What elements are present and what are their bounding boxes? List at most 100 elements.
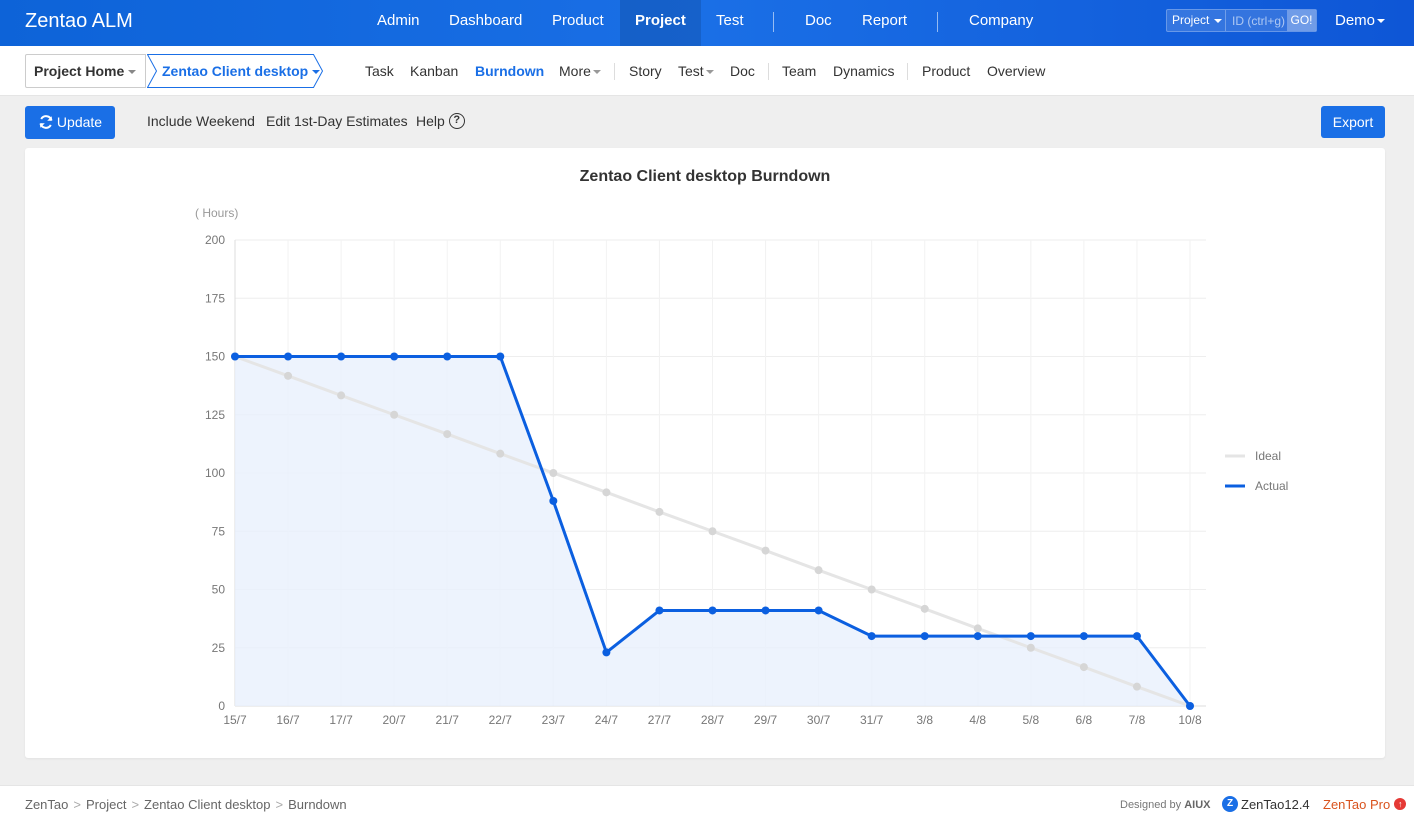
ideal-point — [549, 469, 558, 477]
x-tick-label: 7/8 — [1129, 713, 1146, 727]
project-home-dropdown[interactable]: Project Home — [25, 54, 146, 88]
nav-product[interactable]: Product — [552, 12, 604, 29]
subnav-doc[interactable]: Doc — [730, 63, 755, 79]
x-tick-label: 27/7 — [648, 713, 672, 727]
user-menu[interactable]: Demo — [1335, 0, 1386, 46]
search-input[interactable] — [1227, 10, 1288, 31]
y-tick-label: 200 — [205, 233, 225, 247]
nav-project[interactable]: Project — [620, 0, 701, 46]
user-name: Demo — [1335, 12, 1376, 29]
subnav-divider — [614, 63, 615, 80]
subnav-overview[interactable]: Overview — [987, 63, 1046, 79]
chart-title: Zentao Client desktop Burndown — [580, 168, 831, 185]
ideal-point — [1079, 663, 1088, 672]
ideal-point — [814, 566, 823, 575]
ideal-point — [761, 546, 770, 555]
x-tick-label: 20/7 — [382, 713, 406, 727]
nav-report[interactable]: Report — [862, 12, 908, 29]
ideal-point — [496, 449, 505, 458]
subnav-test[interactable]: Test — [678, 46, 714, 96]
actual-point — [1132, 632, 1141, 641]
nav-doc[interactable]: Doc — [805, 12, 832, 29]
subnav-story[interactable]: Story — [629, 63, 662, 79]
breadcrumb-arrow-shape — [147, 54, 323, 88]
subnav-divider — [907, 63, 908, 80]
edit-estimates-link[interactable]: Edit 1st-Day Estimates — [266, 113, 408, 129]
chevron-down-icon — [1377, 19, 1386, 24]
update-button[interactable]: Update — [25, 106, 115, 139]
actual-point — [814, 606, 823, 615]
y-tick-label: 175 — [205, 291, 225, 305]
breadcrumb-zentao[interactable]: ZenTao — [25, 797, 69, 812]
x-tick-label: 3/8 — [916, 713, 933, 727]
help-link[interactable]: Help? — [416, 106, 465, 139]
designed-by-label: Designed by — [1120, 799, 1182, 811]
x-tick-label: 30/7 — [807, 713, 831, 727]
project-subnav: Project Home Zentao Client desktop Task … — [0, 46, 1414, 96]
ideal-point — [337, 391, 346, 400]
zentao-pro-link[interactable]: ZenTao Pro ↑ — [1323, 786, 1407, 817]
subnav-test-label: Test — [678, 63, 704, 79]
legend-label: Ideal — [1255, 449, 1281, 463]
designer-name[interactable]: AIUX — [1184, 799, 1211, 811]
actual-point — [708, 606, 717, 615]
actual-point — [867, 632, 876, 641]
chevron-down-icon — [312, 70, 321, 75]
ideal-point — [867, 585, 876, 594]
project-selector[interactable]: Zentao Client desktop — [147, 54, 323, 88]
chevron-down-icon — [1214, 18, 1223, 23]
zentao-logo-icon: Z — [1222, 796, 1238, 813]
project-name-label: Zentao Client desktop — [162, 63, 309, 79]
refresh-icon — [39, 115, 53, 130]
chart-series — [231, 352, 1194, 710]
chart-legend: Ideal Actual — [1225, 449, 1288, 493]
burndown-chart: Zentao Client desktop Burndown ( Hours) … — [195, 168, 1288, 727]
subnav-dynamics[interactable]: Dynamics — [833, 63, 895, 79]
nav-company[interactable]: Company — [969, 12, 1034, 29]
include-weekend-link[interactable]: Include Weekend — [147, 113, 255, 129]
actual-point — [231, 352, 239, 361]
actual-point — [443, 352, 452, 361]
breadcrumb-project[interactable]: Project — [85, 797, 127, 812]
brand-logo[interactable]: Zentao ALM — [25, 10, 133, 32]
nav-test[interactable]: Test — [716, 12, 744, 29]
nav-divider — [937, 12, 938, 32]
question-circle-icon: ? — [448, 112, 465, 129]
footer-breadcrumb: ZenTao > Project > Zentao Client desktop > Bur… — [25, 786, 347, 817]
chevron-down-icon — [592, 70, 601, 75]
breadcrumb-separator: > — [73, 797, 81, 812]
y-tick-label: 25 — [212, 641, 226, 655]
actual-point — [920, 632, 929, 641]
footer: ZenTao > Project > Zentao Client desktop > Bur… — [0, 785, 1414, 817]
breadcrumb-project-name[interactable]: Zentao Client desktop — [144, 797, 271, 812]
update-label: Update — [56, 114, 103, 130]
x-tick-label: 4/8 — [969, 713, 986, 727]
actual-point — [1079, 632, 1088, 641]
ideal-point — [1132, 682, 1141, 691]
subnav-more-label: More — [559, 63, 591, 79]
project-home-label: Project Home — [34, 63, 125, 79]
subnav-burndown[interactable]: Burndown — [475, 63, 545, 79]
actual-point — [390, 352, 399, 361]
nav-admin[interactable]: Admin — [377, 12, 420, 29]
actual-point — [655, 606, 664, 615]
export-button[interactable]: Export — [1321, 106, 1385, 138]
actual-point — [337, 352, 346, 361]
subnav-kanban[interactable]: Kanban — [410, 63, 459, 79]
breadcrumb-separator: > — [275, 797, 284, 812]
y-tick-label: 100 — [205, 466, 225, 480]
ideal-point — [284, 371, 293, 380]
nav-dashboard[interactable]: Dashboard — [449, 12, 523, 29]
zentao-version-link[interactable]: Z ZenTao12.4 — [1222, 786, 1310, 817]
subnav-task[interactable]: Task — [365, 63, 394, 79]
subnav-team[interactable]: Team — [782, 63, 817, 79]
actual-point — [1186, 702, 1194, 710]
y-tick-label: 75 — [212, 524, 226, 538]
ideal-point — [973, 624, 982, 633]
subnav-product[interactable]: Product — [922, 63, 971, 79]
search-go-button[interactable]: GO! — [1287, 10, 1316, 31]
search-type-select[interactable]: Project — [1167, 10, 1226, 31]
breadcrumb-current: Burndown — [288, 797, 347, 812]
subnav-more[interactable]: More — [559, 46, 601, 96]
x-tick-label: 29/7 — [754, 713, 778, 727]
